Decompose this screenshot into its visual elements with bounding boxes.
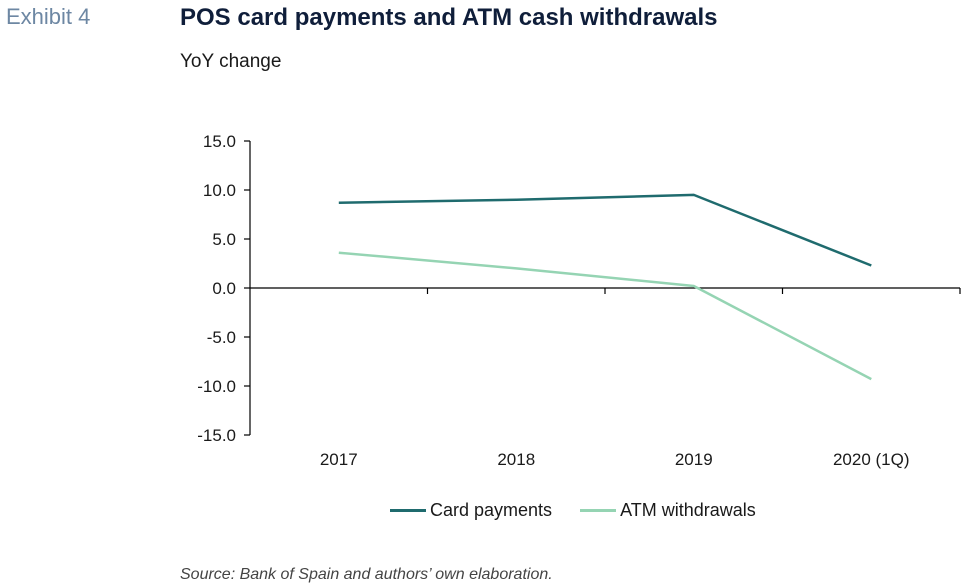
y-tick-label: 15.0: [203, 132, 236, 151]
legend-item-atm-withdrawals: ATM withdrawals: [580, 500, 756, 521]
legend-swatch-card-payments: [390, 509, 426, 512]
x-tick-label: 2017: [320, 450, 358, 469]
legend-label-atm-withdrawals: ATM withdrawals: [620, 500, 756, 520]
source-note: Source: Bank of Spain and authors’ own e…: [180, 566, 553, 583]
legend-item-card-payments: Card payments: [390, 500, 552, 521]
x-tick-label: 2018: [497, 450, 535, 469]
exhibit-label: Exhibit 4: [6, 4, 91, 29]
series-line-atm-withdrawals: [338, 251, 872, 381]
y-tick-label: 0.0: [212, 279, 236, 298]
legend-label-card-payments: Card payments: [430, 500, 553, 520]
chart-subtitle: YoY change: [180, 51, 282, 72]
x-tick-label: 2020 (1Q): [833, 450, 910, 469]
y-tick-label: -5.0: [207, 328, 236, 347]
y-tick-label: 10.0: [203, 181, 236, 200]
y-tick-label: -15.0: [197, 426, 236, 445]
chart-title: POS card payments and ATM cash withdrawa…: [180, 4, 718, 31]
y-tick-label: -10.0: [197, 377, 236, 396]
x-tick-label: 2019: [675, 450, 713, 469]
chart-legend: Card payments ATM withdrawals: [390, 500, 784, 521]
y-tick-label: 5.0: [212, 230, 236, 249]
legend-swatch-atm-withdrawals: [580, 509, 617, 512]
series-line-card-payments: [338, 193, 872, 267]
